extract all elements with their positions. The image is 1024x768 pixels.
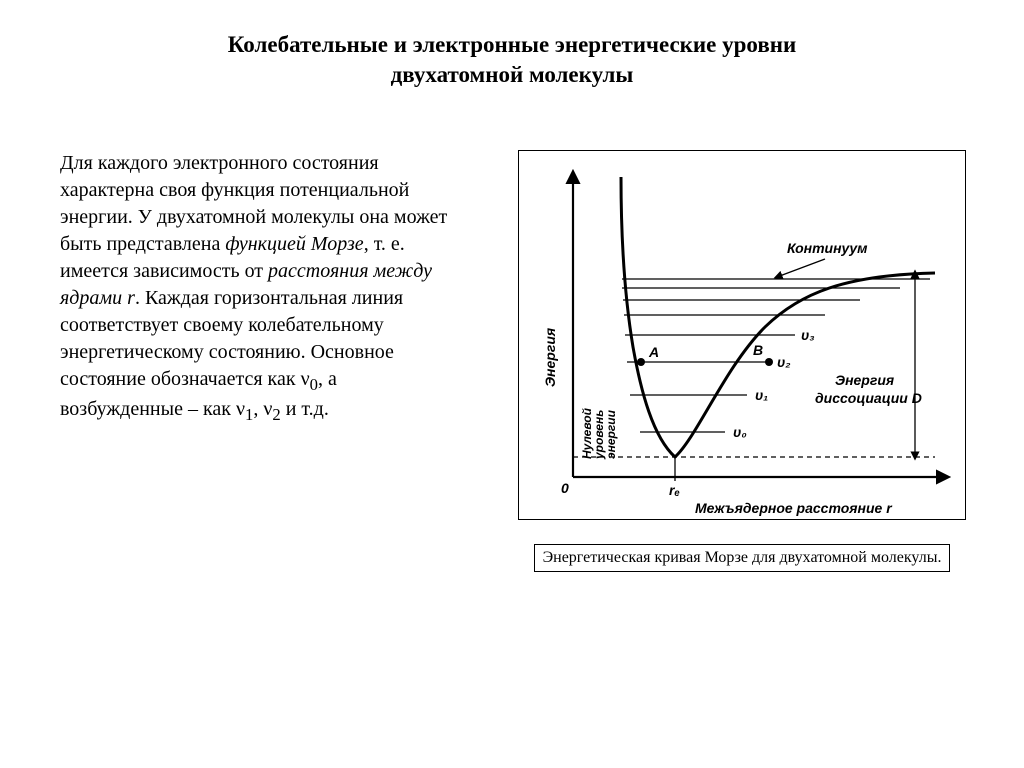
figure-caption: Энергетическая кривая Морзе для двухатом… [534, 544, 951, 572]
page-title: Колебательные и электронные энергетическ… [0, 0, 1024, 100]
morse-diagram: 0 υ₀ υ₁ υ₂ υ₃ Континуум A B rₑ [525, 157, 955, 517]
body-paragraph: Для каждого электронного состояния харак… [60, 150, 480, 572]
level-label-v3: υ₃ [801, 327, 815, 343]
level-label-v2: υ₂ [777, 354, 791, 370]
x-axis-label: Межъядерное расстояние r [695, 500, 893, 516]
zero-level-l3: энергии [604, 409, 618, 459]
re-label: rₑ [669, 482, 680, 498]
dissoc-label-l2: диссоциации D [815, 390, 922, 406]
dissoc-label-l1: Энергия [835, 372, 894, 388]
y-axis-label: Энергия [542, 328, 558, 387]
point-a-dot [637, 358, 645, 366]
morse-curve [621, 177, 935, 457]
point-a-label: A [648, 344, 659, 360]
figure-column: 0 υ₀ υ₁ υ₂ υ₃ Континуум A B rₑ [480, 150, 1004, 572]
title-line1: Колебательные и электронные энергетическ… [228, 32, 797, 57]
continuum-label: Континуум [787, 240, 868, 256]
continuum-arrow [777, 259, 825, 277]
point-b-label: B [753, 342, 763, 358]
para-sub2: 2 [272, 405, 280, 424]
title-line2: двухатомной молекулы [391, 62, 634, 87]
level-label-v0: υ₀ [733, 424, 747, 440]
upper-levels [622, 279, 930, 315]
para-em-1: функцией Морзе [225, 233, 363, 255]
point-b-dot [765, 358, 773, 366]
para-seg-6: и т.д. [281, 398, 329, 420]
content-row: Для каждого электронного состояния харак… [0, 100, 1024, 572]
origin-label: 0 [561, 480, 569, 496]
para-sub0: 0 [310, 375, 318, 394]
level-label-v1: υ₁ [755, 387, 768, 403]
para-seg-5: , ν [253, 398, 272, 420]
figure-box: 0 υ₀ υ₁ υ₂ υ₃ Континуум A B rₑ [518, 150, 966, 520]
